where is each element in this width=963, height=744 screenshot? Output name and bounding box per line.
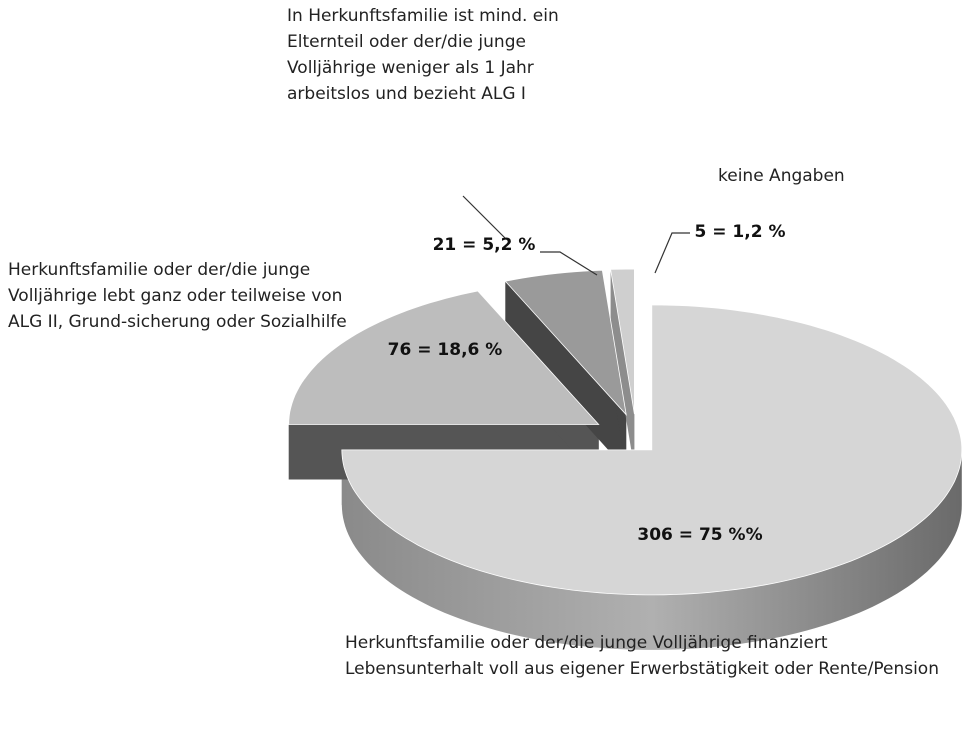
slice: [504, 269, 627, 416]
value-label: 21 = 5,2 %: [433, 235, 536, 255]
leader-line: [654, 232, 690, 274]
value-label: 76 = 18,6 %: [388, 340, 503, 360]
slice-side: [341, 449, 962, 650]
slice: [610, 268, 635, 415]
leader-line: [540, 251, 598, 276]
leader-line: [462, 195, 506, 239]
category-label: In Herkunftsfamilie ist mind. ein Eltern…: [287, 6, 559, 104]
slices: [288, 268, 963, 650]
slice: [341, 304, 963, 596]
category-label: Herkunftsfamilie oder der/die junge Voll…: [8, 260, 347, 332]
slice-side: [610, 269, 635, 469]
value-label: 306 = 75 %%: [637, 525, 762, 545]
category-label: Herkunftsfamilie oder der/die junge Voll…: [345, 633, 939, 679]
value-label: 5 = 1,2 %: [695, 222, 786, 242]
category-label: keine Angaben: [718, 166, 845, 186]
slice: [288, 290, 600, 425]
